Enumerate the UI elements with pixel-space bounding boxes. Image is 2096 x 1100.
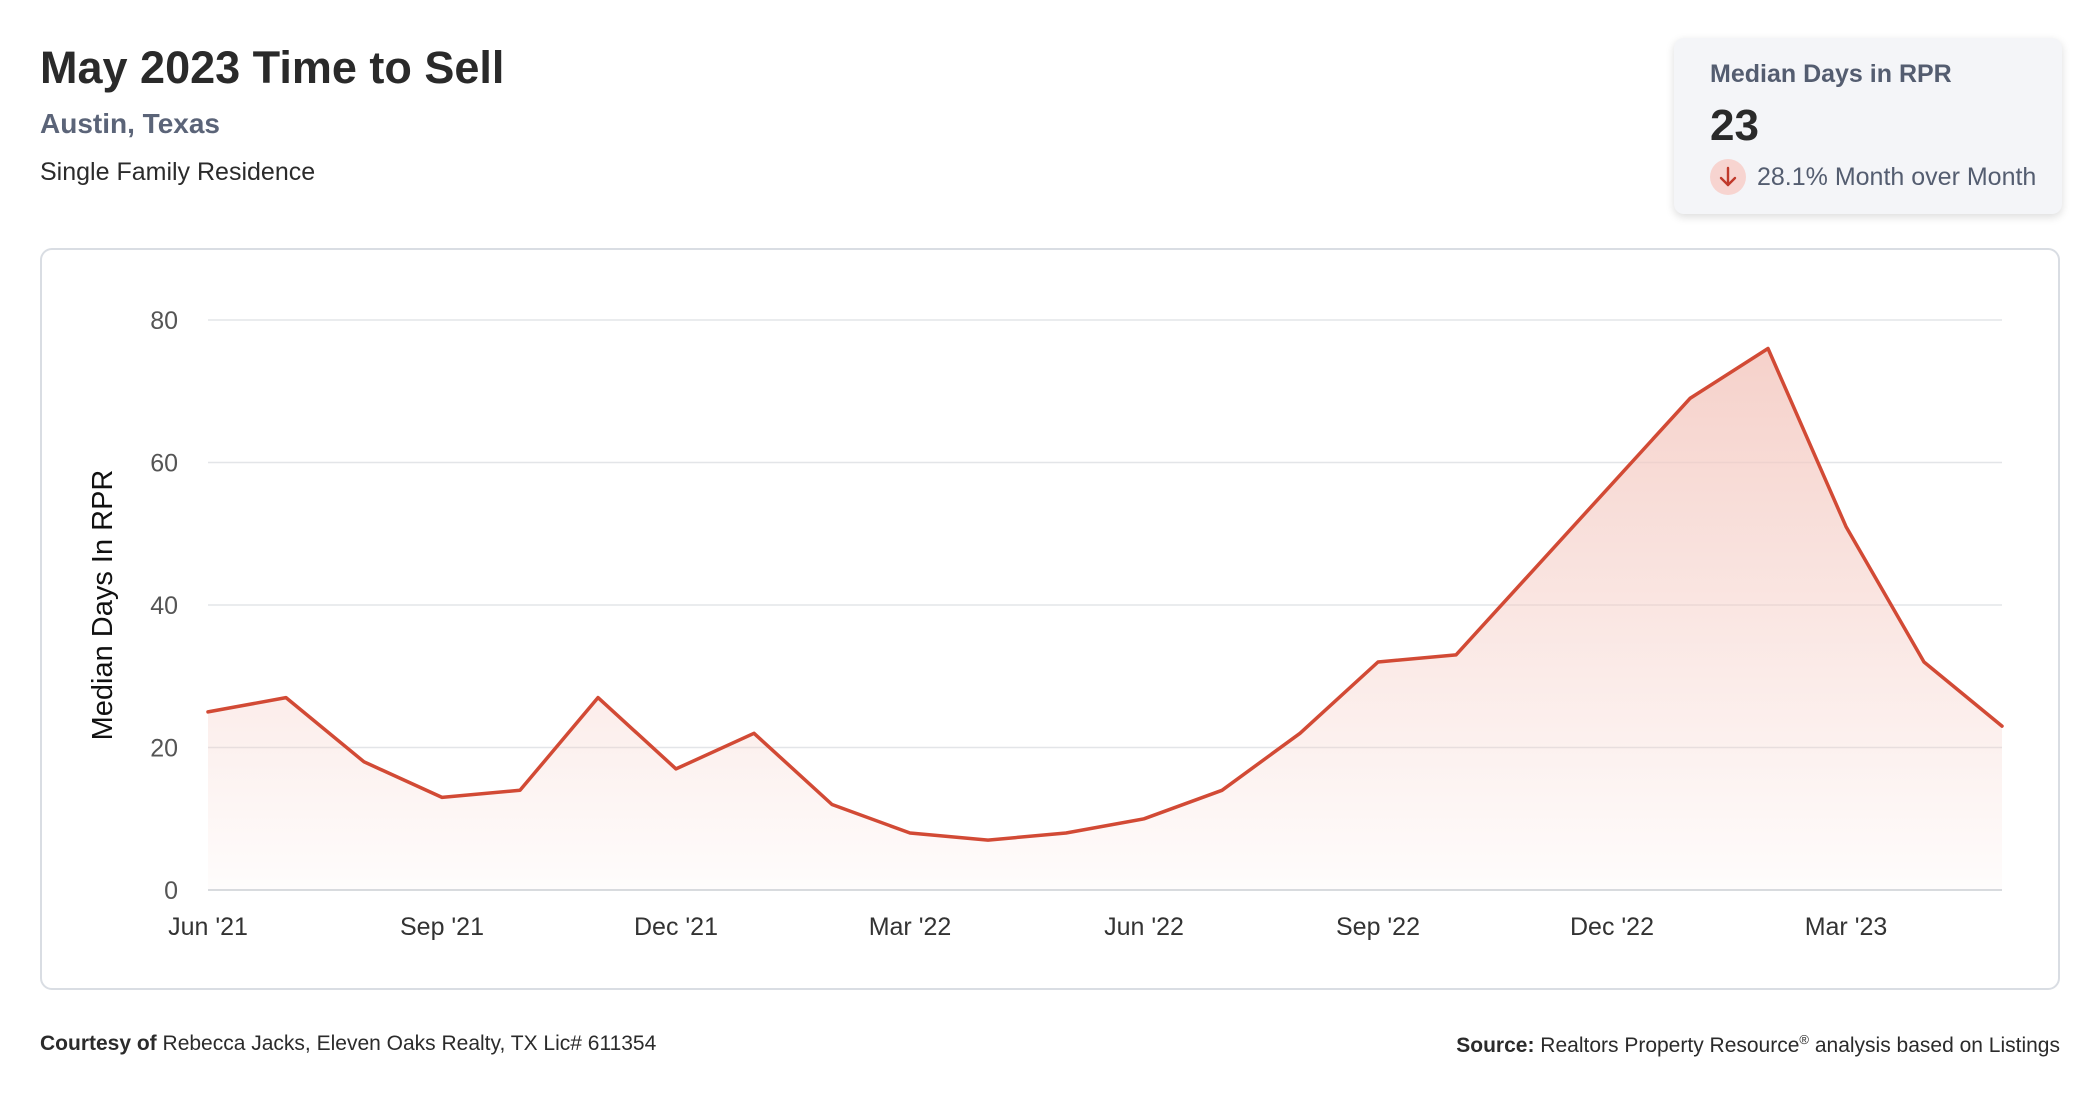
data-point [1298,731,1302,735]
x-tick-label: Dec '21 [634,913,718,941]
x-tick-label: Dec '22 [1570,913,1654,941]
data-point [1844,525,1848,529]
source-label: Source: [1456,1034,1535,1057]
location-subtitle: Austin, Texas [40,108,220,139]
arrow-down-icon [1710,159,1746,195]
x-tick-label: Mar '23 [1805,913,1888,941]
source-footer: Source: Realtors Property Resource® anal… [1456,1032,2060,1058]
data-point [440,795,444,799]
x-tick-label: Jun '21 [168,913,248,941]
page-title: May 2023 Time to Sell [40,42,505,93]
registered-mark: ® [1799,1032,1809,1047]
y-axis-label: Median Days In RPR [87,470,119,741]
data-point [206,710,210,714]
series-area-fill [208,348,2002,890]
property-type-label: Single Family Residence [40,158,316,186]
courtesy-footer: Courtesy of Rebecca Jacks, Eleven Oaks R… [40,1032,656,1056]
courtesy-label: Courtesy of [40,1032,157,1055]
data-point [596,696,600,700]
time-to-sell-chart: 0 20 40 60 80 Jun '21 Sep '21 Dec '21 Mar '22 Jun… [87,307,2004,941]
courtesy-text: Rebecca Jacks, Eleven Oaks Realty, TX Li… [162,1032,657,1055]
y-tick-label: 0 [164,877,178,905]
x-tick-label: Mar '22 [869,913,952,941]
data-point [1688,396,1692,400]
x-tick-label: Jun '22 [1104,913,1184,941]
data-point [1922,660,1926,664]
stat-value: 23 [1710,101,1759,150]
stat-change: 28.1% Month over Month [1710,159,2062,195]
data-point [1532,567,1536,571]
data-point [2000,724,2004,728]
chart-card: 0 20 40 60 80 Jun '21 Sep '21 Dec '21 Mar '22 Jun… [40,248,2060,990]
source-text: Realtors Property Resource [1540,1034,1800,1057]
data-point [908,831,912,835]
data-point [830,803,834,807]
y-tick-label: 40 [150,592,178,620]
x-tick-label: Sep '22 [1336,913,1420,941]
source-text-tail: analysis based on Listings [1809,1034,2060,1057]
data-point [674,767,678,771]
data-point [284,696,288,700]
stat-change-text: 28.1% Month over Month [1757,162,2037,191]
data-point [752,731,756,735]
data-point [1376,660,1380,664]
data-point [518,788,522,792]
data-point [1220,788,1224,792]
data-point [1766,347,1770,351]
series-line [206,346,2004,842]
data-point [986,838,990,842]
data-point [1454,653,1458,657]
data-point [1142,817,1146,821]
median-days-stat-card: Median Days in RPR 23 28.1% Month over M… [1674,38,2062,214]
data-point [362,760,366,764]
data-point [1064,831,1068,835]
y-tick-label: 20 [150,735,178,763]
y-tick-label: 80 [150,307,178,335]
data-point [1610,482,1614,486]
x-tick-label: Sep '21 [400,913,484,941]
y-tick-label: 60 [150,450,178,478]
stat-label: Median Days in RPR [1710,60,1952,88]
